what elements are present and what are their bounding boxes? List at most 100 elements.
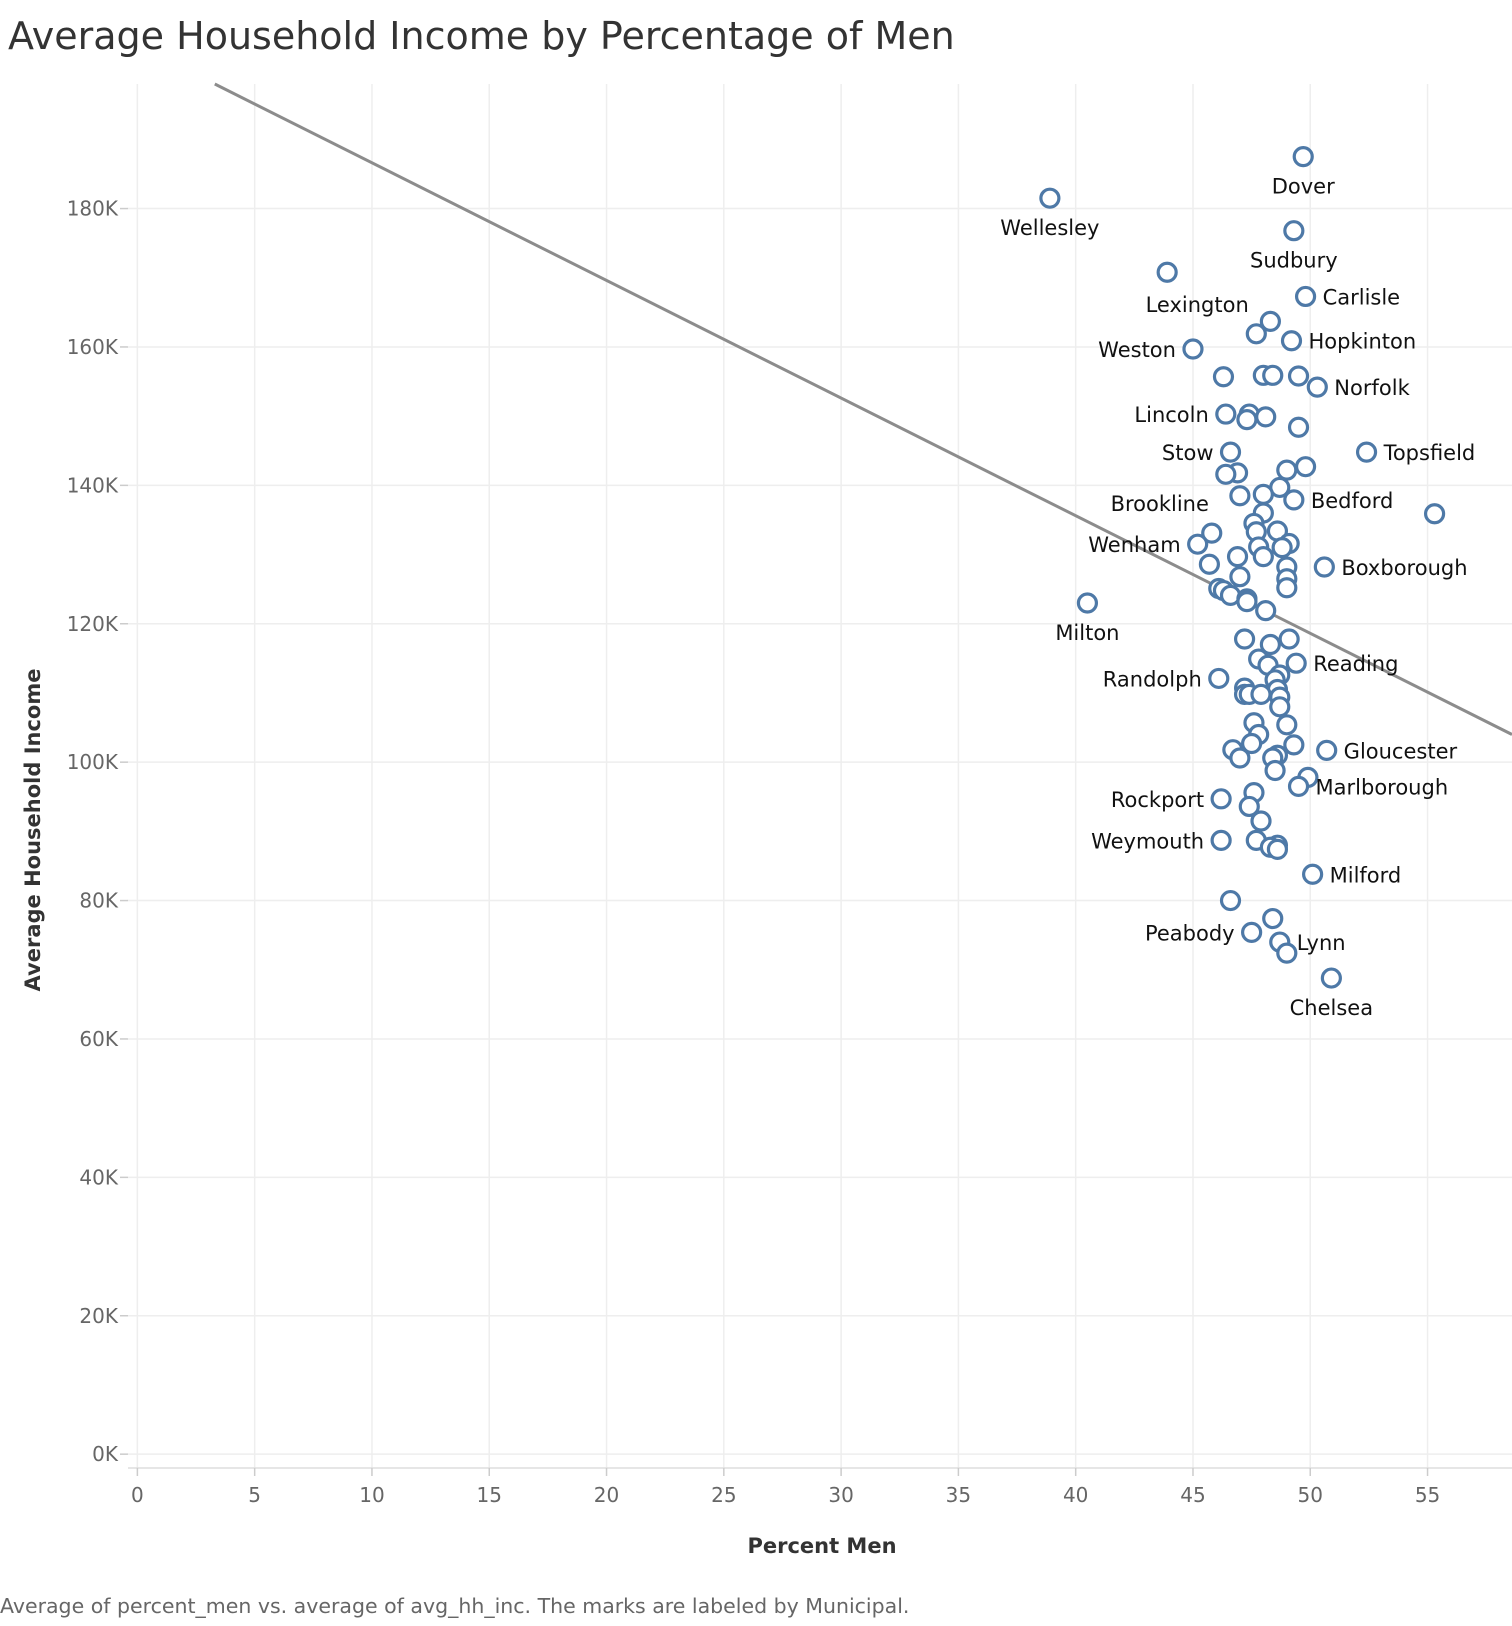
- chart-caption: Average of percent_men vs. average of av…: [0, 1594, 910, 1618]
- y-tick-label: 80K: [79, 889, 118, 913]
- y-tick-label: 40K: [79, 1165, 118, 1189]
- data-point[interactable]: [1250, 810, 1272, 832]
- data-point[interactable]: [1264, 759, 1286, 782]
- point-label: Sudbury: [1250, 249, 1338, 273]
- data-points: [1039, 146, 1446, 989]
- data-point[interactable]: [1287, 365, 1310, 387]
- data-point[interactable]: [1229, 485, 1251, 507]
- data-point[interactable]: [1271, 537, 1293, 559]
- point-label: Brookline: [1111, 492, 1209, 516]
- x-tick-label: 50: [1298, 1483, 1323, 1507]
- data-point[interactable]: [1259, 310, 1281, 332]
- data-point[interactable]: [1039, 187, 1061, 209]
- data-point[interactable]: [1266, 838, 1289, 860]
- y-axis-ticks: 0K 20K 40K 60K 80K 100K 120K 140K 160K 180K: [67, 197, 128, 1466]
- data-point[interactable]: [1229, 566, 1251, 588]
- point-label: Topsfield: [1383, 441, 1476, 465]
- data-point[interactable]: [1283, 489, 1305, 511]
- x-tick-label: 35: [946, 1483, 971, 1507]
- data-point[interactable]: [1255, 600, 1277, 622]
- point-label: Milton: [1055, 621, 1119, 645]
- trend-line-group: [214, 82, 1512, 736]
- data-point[interactable]: [1320, 967, 1342, 989]
- data-point[interactable]: [1283, 220, 1305, 242]
- y-tick-label: 180K: [67, 197, 119, 221]
- data-point[interactable]: [1287, 416, 1310, 438]
- data-point[interactable]: [1236, 409, 1258, 431]
- data-point[interactable]: [1294, 285, 1317, 308]
- trend-line: [214, 82, 1512, 736]
- data-point[interactable]: [1313, 556, 1335, 578]
- data-point[interactable]: [1294, 456, 1317, 478]
- data-point[interactable]: [1215, 463, 1237, 485]
- data-point[interactable]: [1255, 406, 1277, 428]
- data-point[interactable]: [1259, 633, 1281, 656]
- data-point[interactable]: [1287, 775, 1310, 797]
- data-point[interactable]: [1215, 403, 1237, 425]
- y-axis-title: Average Household Income: [21, 669, 45, 992]
- data-point[interactable]: [1238, 795, 1260, 818]
- x-tick-label: 10: [359, 1483, 384, 1507]
- point-label: Randolph: [1103, 667, 1202, 691]
- point-label: Dover: [1272, 175, 1335, 199]
- data-point[interactable]: [1285, 652, 1307, 674]
- data-point[interactable]: [1210, 829, 1232, 851]
- data-point[interactable]: [1423, 503, 1446, 525]
- point-label: Lincoln: [1134, 403, 1208, 427]
- point-label: Lynn: [1297, 931, 1346, 955]
- data-point[interactable]: [1241, 732, 1263, 755]
- point-label: Norfolk: [1334, 376, 1410, 400]
- data-point[interactable]: [1280, 330, 1303, 352]
- chart-title: Average Household Income by Percentage o…: [8, 14, 955, 58]
- data-point[interactable]: [1302, 863, 1324, 885]
- x-tick-label: 25: [711, 1483, 736, 1507]
- data-point[interactable]: [1219, 889, 1242, 912]
- y-tick-label: 140K: [67, 473, 119, 497]
- data-point[interactable]: [1250, 683, 1272, 705]
- data-point[interactable]: [1252, 546, 1274, 568]
- data-point[interactable]: [1198, 553, 1220, 575]
- data-point[interactable]: [1076, 592, 1099, 614]
- data-point[interactable]: [1262, 907, 1284, 930]
- point-label: Wellesley: [1000, 216, 1099, 240]
- y-tick-label: 160K: [67, 335, 119, 359]
- point-label: Bedford: [1311, 489, 1394, 513]
- data-point[interactable]: [1245, 323, 1267, 345]
- data-point[interactable]: [1276, 577, 1298, 599]
- data-point[interactable]: [1316, 739, 1338, 761]
- data-point[interactable]: [1187, 533, 1209, 555]
- data-point[interactable]: [1269, 696, 1291, 718]
- data-point[interactable]: [1276, 942, 1298, 964]
- data-point[interactable]: [1156, 261, 1178, 283]
- data-point[interactable]: [1276, 459, 1298, 481]
- data-point[interactable]: [1208, 667, 1230, 690]
- data-point[interactable]: [1229, 747, 1251, 769]
- data-point[interactable]: [1276, 714, 1298, 736]
- data-point[interactable]: [1306, 376, 1328, 398]
- data-point[interactable]: [1201, 522, 1223, 544]
- data-point[interactable]: [1262, 364, 1284, 386]
- data-point[interactable]: [1226, 546, 1249, 568]
- data-point[interactable]: [1283, 734, 1305, 756]
- x-axis-ticks: 0 5 10 15 20 25 30 35 40 45 50 55: [131, 1468, 1440, 1507]
- point-label: Peabody: [1145, 921, 1235, 945]
- data-point[interactable]: [1252, 483, 1274, 505]
- data-point[interactable]: [1219, 441, 1242, 463]
- data-point[interactable]: [1233, 628, 1256, 650]
- data-point[interactable]: [1210, 788, 1232, 810]
- y-tick-label: 120K: [67, 612, 119, 636]
- grid-lines: [128, 84, 1512, 1468]
- point-label: Lexington: [1146, 293, 1249, 317]
- data-point[interactable]: [1182, 338, 1204, 360]
- data-point[interactable]: [1241, 921, 1263, 943]
- data-point[interactable]: [1236, 591, 1258, 613]
- data-point[interactable]: [1212, 366, 1235, 388]
- point-label: Boxborough: [1341, 556, 1467, 580]
- x-tick-label: 55: [1415, 1483, 1440, 1507]
- x-tick-label: 40: [1063, 1483, 1088, 1507]
- data-point[interactable]: [1292, 146, 1314, 168]
- data-point[interactable]: [1355, 441, 1378, 463]
- point-label: Hopkinton: [1308, 330, 1416, 354]
- data-point[interactable]: [1278, 628, 1300, 650]
